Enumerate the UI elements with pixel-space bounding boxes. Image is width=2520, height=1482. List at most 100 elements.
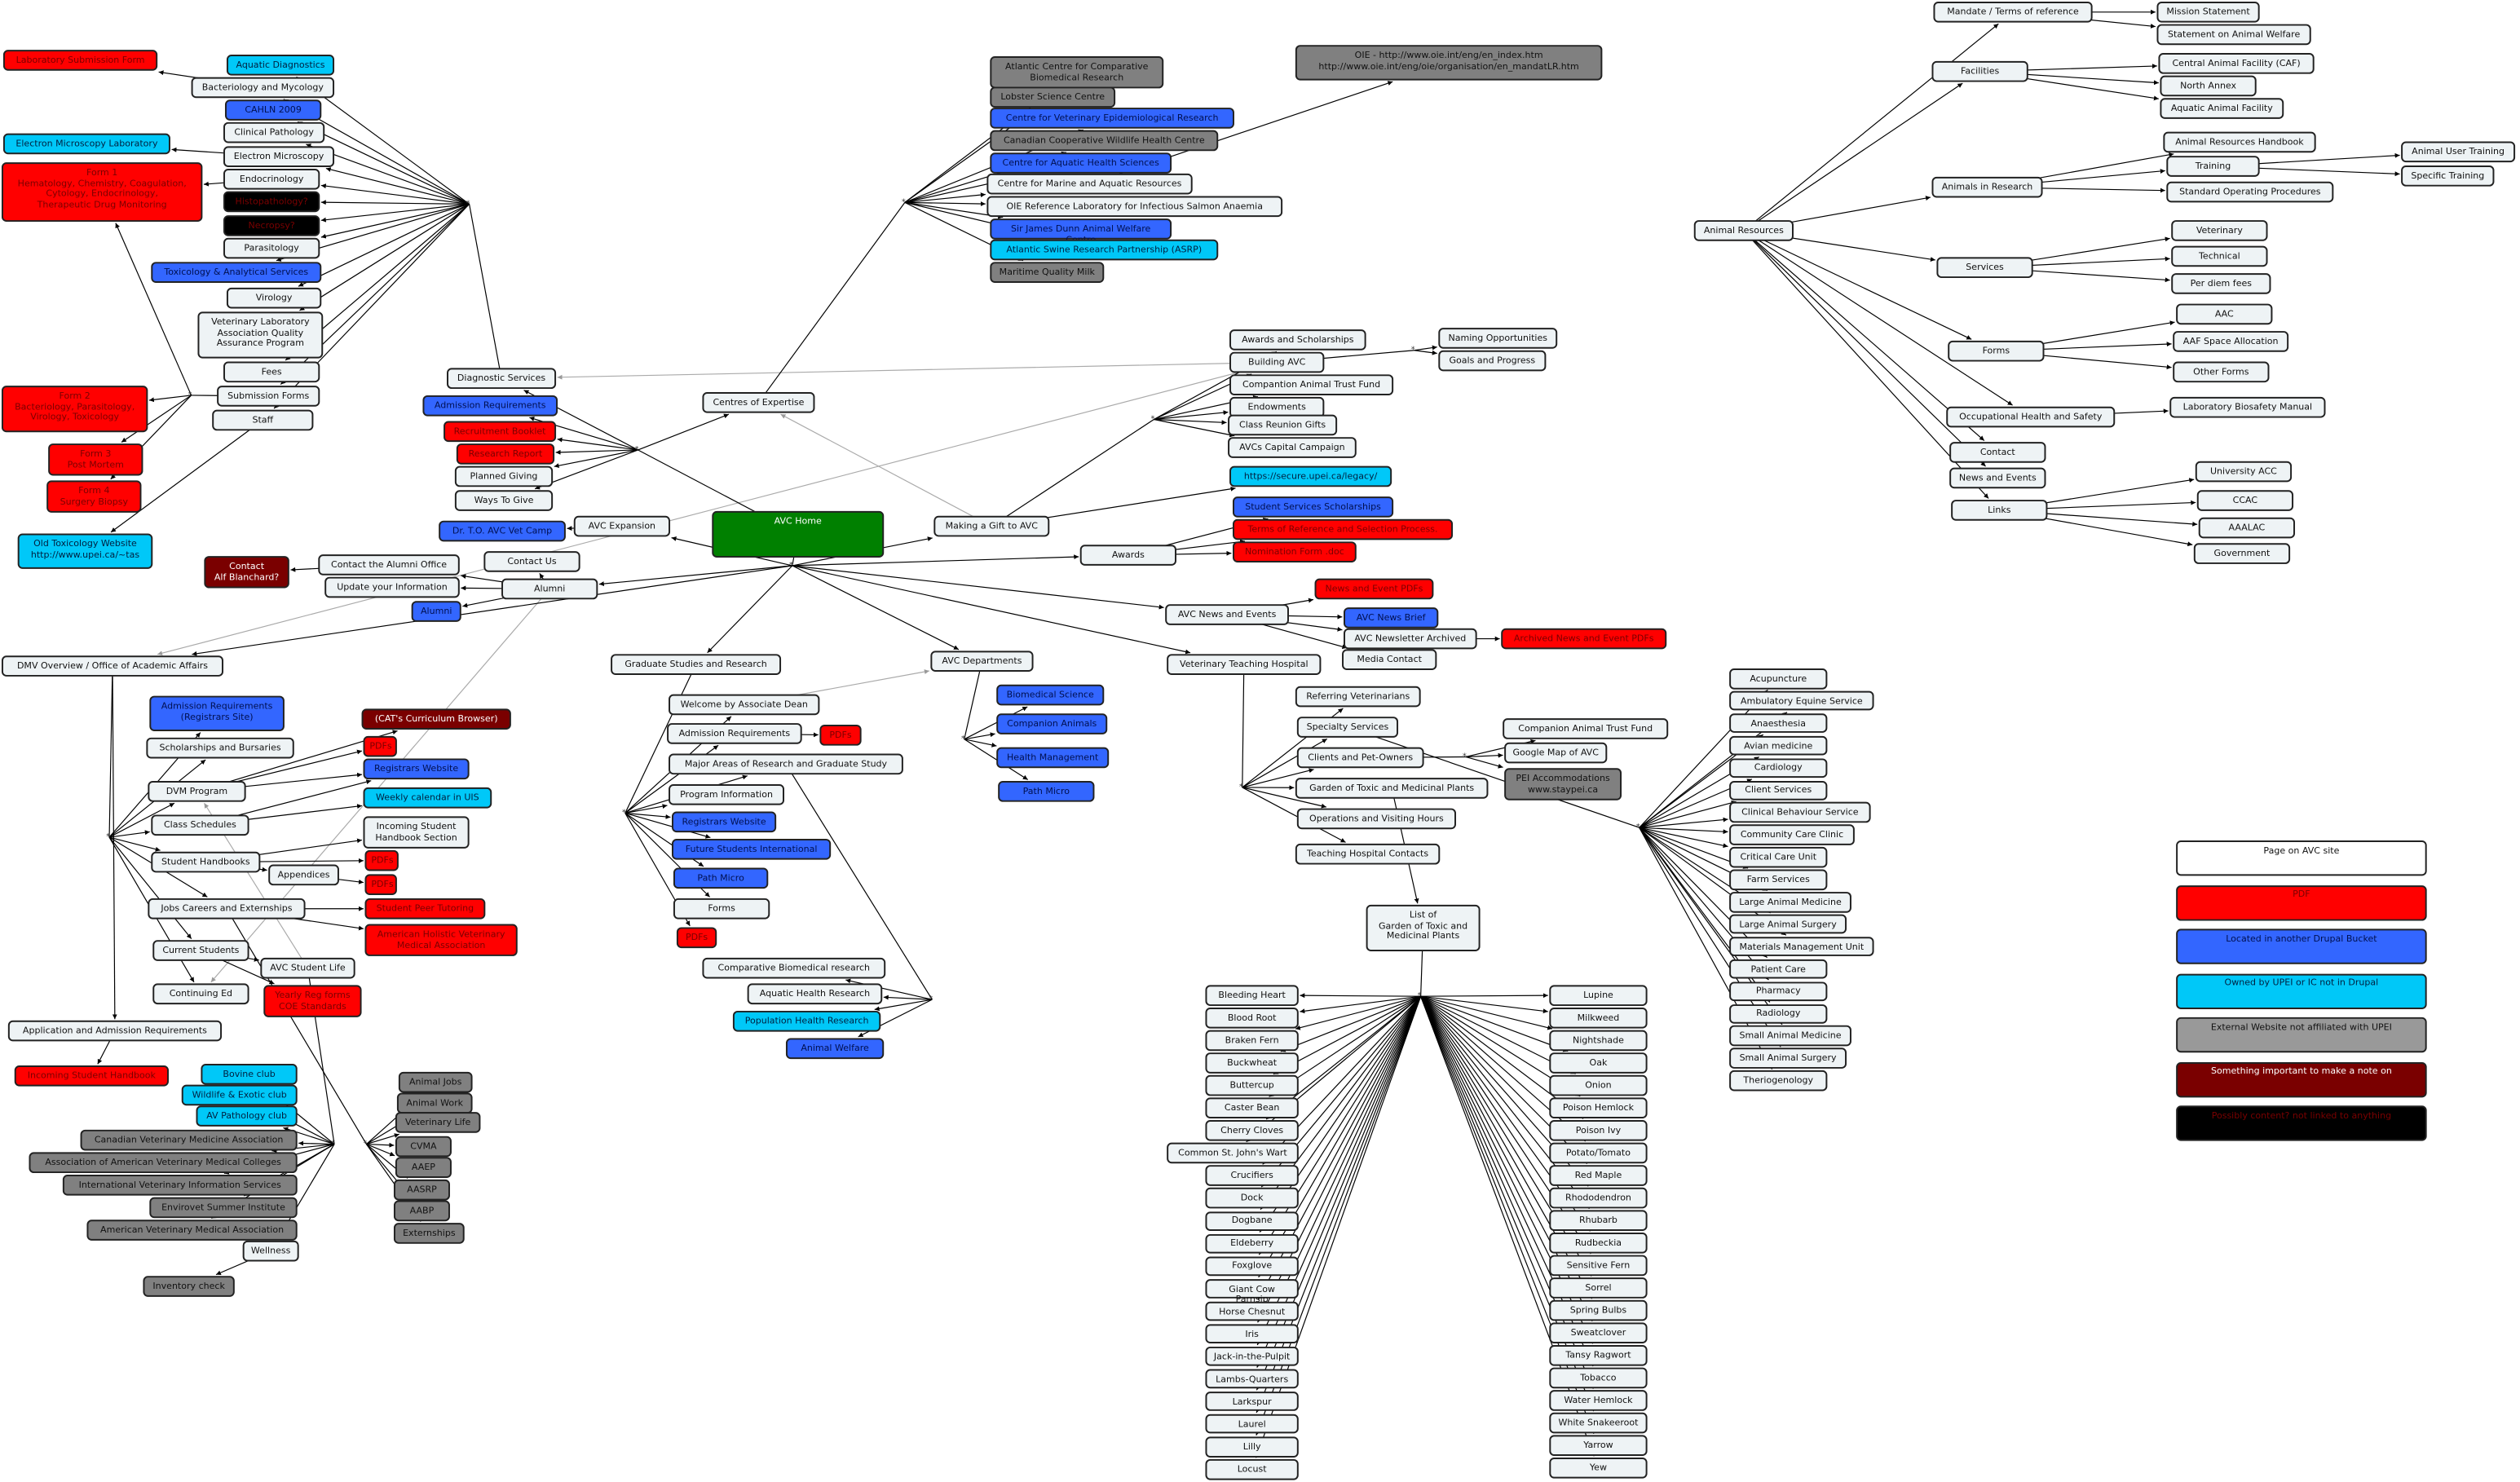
- plant-item[interactable]: Yarrow: [1549, 1435, 1648, 1456]
- node-avchome[interactable]: AVC Home: [712, 510, 885, 558]
- plant-item[interactable]: Tobacco: [1549, 1367, 1648, 1388]
- node-pdfs-g[interactable]: PDFs: [819, 725, 862, 746]
- node-wellness[interactable]: Wellness: [242, 1240, 299, 1262]
- node-building[interactable]: Building AVC: [1229, 351, 1325, 373]
- plant-item[interactable]: Foxglove: [1205, 1255, 1299, 1277]
- plant-item[interactable]: Dock: [1205, 1188, 1299, 1209]
- node-bact[interactable]: Bacteriology and Mycology: [191, 77, 335, 99]
- node-aaalac[interactable]: AAALAC: [2198, 517, 2296, 539]
- plant-item[interactable]: Poison Hemlock: [1549, 1097, 1648, 1118]
- hospital-service-item[interactable]: Anaesthesia: [1729, 712, 1828, 734]
- hospital-service-item[interactable]: Large Animal Medicine: [1729, 892, 1851, 912]
- plant-item[interactable]: Cherry Cloves: [1205, 1120, 1299, 1141]
- node-sss[interactable]: Student Services Scholarships: [1232, 496, 1394, 518]
- node-em-lab[interactable]: Electron Microscopy Laboratory: [2, 133, 170, 155]
- node-planned[interactable]: Planned Giving: [454, 465, 554, 487]
- node-facilities[interactable]: Facilities: [1931, 60, 2028, 82]
- node-future[interactable]: Future Students International: [672, 839, 832, 860]
- node-naming[interactable]: Naming Opportunities: [1438, 328, 1558, 349]
- node-scholar[interactable]: Scholarships and Bursaries: [146, 737, 294, 759]
- node-welcome[interactable]: Welcome by Associate Dean: [669, 694, 820, 716]
- node-cahs[interactable]: Centre for Aquatic Health Sciences: [990, 152, 1172, 174]
- node-avma[interactable]: American Veterinary Medical Association: [86, 1220, 298, 1241]
- node-pophealth[interactable]: Population Health Research: [732, 1010, 881, 1032]
- node-necro[interactable]: Necropsy?: [223, 215, 320, 236]
- hospital-service-item[interactable]: Ambulatory Equine Service: [1729, 690, 1874, 712]
- node-gforms[interactable]: Forms: [673, 898, 770, 920]
- node-cat[interactable]: Compantion Animal Trust Fund: [1229, 374, 1394, 395]
- plant-item[interactable]: Onion: [1549, 1074, 1648, 1096]
- node-ccac[interactable]: CCAC: [2196, 490, 2294, 511]
- node-clients[interactable]: Clients and Pet-Owners: [1296, 747, 1424, 769]
- node-contacts[interactable]: Teaching Hospital Contacts: [1295, 843, 1441, 865]
- node-awards[interactable]: Awards: [1079, 545, 1176, 566]
- node-media[interactable]: Media Contact: [1342, 649, 1437, 671]
- node-cvma-long[interactable]: Canadian Veterinary Medicine Association: [80, 1129, 298, 1151]
- node-classsched[interactable]: Class Schedules: [151, 814, 249, 836]
- node-dvm[interactable]: DVM Program: [148, 781, 246, 802]
- node-jobs[interactable]: Jobs Careers and Externships: [148, 898, 306, 920]
- node-newsletter[interactable]: AVC Newsletter Archived: [1344, 628, 1477, 650]
- node-pdfs2[interactable]: PDFs: [364, 849, 399, 871]
- plant-item[interactable]: Buckwheat: [1205, 1052, 1299, 1074]
- hospital-service-item[interactable]: Large Animal Surgery: [1729, 914, 1847, 935]
- hospital-service-item[interactable]: Client Services: [1729, 780, 1828, 801]
- node-garden[interactable]: Garden of Toxic and Medicinal Plants: [1295, 778, 1489, 799]
- node-holistic[interactable]: American Holistic Veterinary Medical Ass…: [364, 924, 518, 956]
- node-staff[interactable]: Staff: [212, 409, 314, 431]
- node-form1[interactable]: Form 1 Hematology, Chemistry, Coagulatio…: [1, 162, 203, 223]
- node-catf[interactable]: Companion Animal Trust Fund: [1503, 718, 1669, 739]
- plant-item[interactable]: Bleeding Heart: [1205, 985, 1299, 1006]
- plant-item[interactable]: Red Maple: [1549, 1165, 1648, 1185]
- node-alumnib[interactable]: Alumni: [411, 601, 461, 622]
- node-sop[interactable]: Standard Operating Procedures: [2166, 181, 2334, 203]
- hospital-service-item[interactable]: Small Animal Medicine: [1729, 1025, 1851, 1047]
- node-currst[interactable]: Current Students: [152, 940, 249, 961]
- node-terms[interactable]: Terms of Reference and Selection Process…: [1232, 518, 1454, 540]
- node-regweb2[interactable]: Registrars Website: [363, 758, 470, 780]
- node-ops[interactable]: Operations and Visiting Hours: [1296, 808, 1456, 830]
- node-bovine[interactable]: Bovine club: [201, 1064, 298, 1085]
- node-catcur[interactable]: (CAT's Curriculum Browser): [361, 708, 511, 730]
- node-parasit[interactable]: Parasitology: [223, 237, 320, 259]
- node-major[interactable]: Major Areas of Research and Graduate Stu…: [669, 753, 903, 775]
- node-form3[interactable]: Form 3 Post Mortem: [48, 443, 143, 476]
- node-awards-sch[interactable]: Awards and Scholarships: [1229, 329, 1366, 351]
- node-arcontact[interactable]: Contact: [1949, 442, 2046, 463]
- node-refvets[interactable]: Referring Veterinarians: [1295, 686, 1421, 708]
- node-mission[interactable]: Mission Statement: [2156, 1, 2260, 23]
- node-toxi[interactable]: Toxicology & Analytical Services: [151, 262, 322, 283]
- node-cahln[interactable]: CAHLN 2009: [224, 99, 322, 121]
- node-training[interactable]: Training: [2166, 156, 2260, 177]
- node-nomform[interactable]: Nomination Form .doc: [1232, 541, 1357, 562]
- hospital-service-item[interactable]: Radiology: [1729, 1003, 1828, 1024]
- node-gov[interactable]: Government: [2193, 543, 2291, 564]
- node-contactalum[interactable]: Contact the Alumni Office: [318, 554, 460, 576]
- node-em[interactable]: Electron Microscopy: [223, 146, 335, 168]
- node-newsev[interactable]: AVC News and Events: [1165, 604, 1289, 625]
- hospital-service-item[interactable]: Theriogenology: [1729, 1070, 1828, 1091]
- node-recruit[interactable]: Recruitment Booklet: [444, 421, 557, 443]
- node-lab-form[interactable]: Laboratory Submission Form: [2, 50, 158, 71]
- node-list[interactable]: List of Garden of Toxic and Medicinal Pl…: [1366, 904, 1481, 952]
- node-oie[interactable]: OIE - http://www.oie.int/eng/en_index.ht…: [1295, 45, 1603, 81]
- node-mqm[interactable]: Maritime Quality Milk: [990, 262, 1105, 283]
- node-envirovet[interactable]: Envirovet Summer Institute: [149, 1197, 298, 1219]
- node-incominghb[interactable]: Incoming Student Handbook: [14, 1065, 169, 1087]
- node-vetlife[interactable]: Veterinary Life: [395, 1112, 481, 1133]
- plant-item[interactable]: Poison Ivy: [1549, 1119, 1648, 1140]
- node-aut[interactable]: Animal User Training: [2401, 141, 2516, 163]
- plant-item[interactable]: Laurel: [1205, 1414, 1299, 1435]
- node-aaspace[interactable]: AAF Space Allocation: [2173, 331, 2289, 352]
- node-admreq[interactable]: Admission Requirements: [422, 395, 558, 417]
- node-legacy[interactable]: https://secure.upei.ca/legacy/: [1229, 465, 1392, 487]
- plant-item[interactable]: Rhododendron: [1549, 1187, 1648, 1208]
- node-appendices[interactable]: Appendices: [268, 864, 339, 886]
- plant-item[interactable]: Sensitive Fern: [1549, 1255, 1648, 1276]
- node-animalwork[interactable]: Animal Work: [396, 1092, 473, 1114]
- node-google[interactable]: Google Map of AVC: [1504, 742, 1608, 764]
- plant-item[interactable]: Blood Root: [1205, 1008, 1299, 1028]
- node-endow[interactable]: Endowments: [1229, 396, 1325, 418]
- node-peer[interactable]: Student Peer Tutoring: [364, 898, 486, 920]
- hospital-service-item[interactable]: Farm Services: [1729, 869, 1828, 890]
